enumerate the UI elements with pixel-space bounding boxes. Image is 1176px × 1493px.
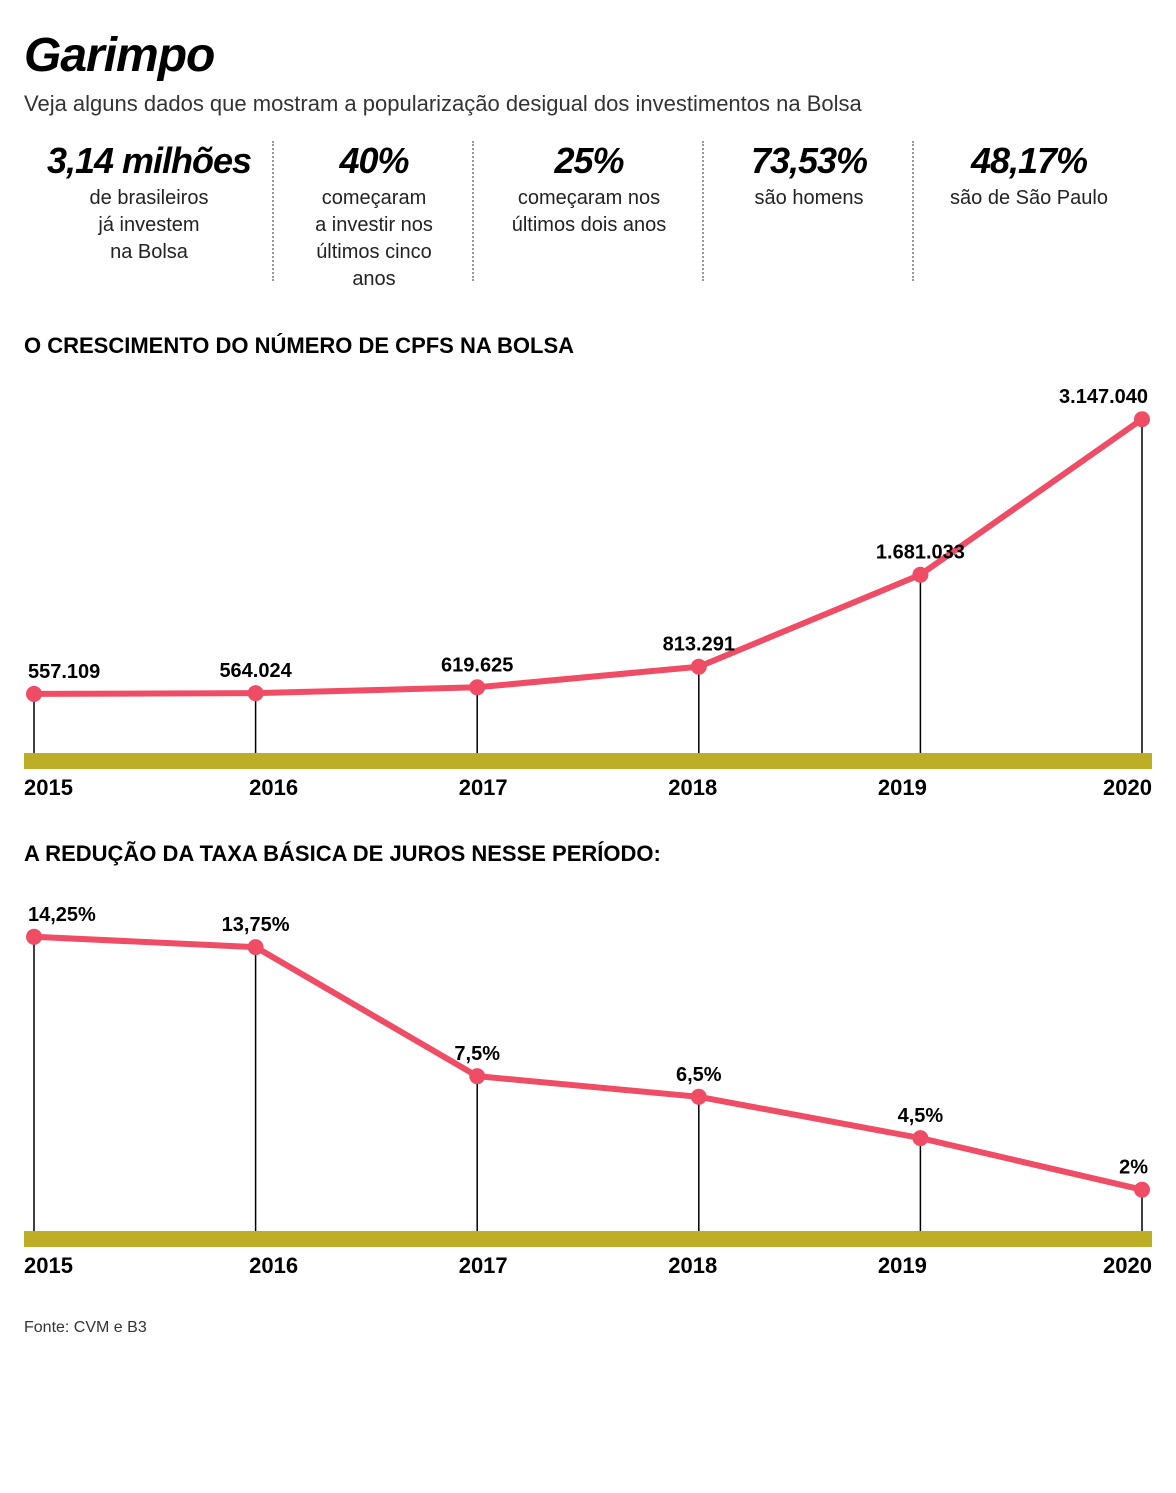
x-axis-label: 2019 (862, 775, 942, 801)
chart1-svg: 557.109 564.024 619.625 813.291 1.681.033 3.1… (24, 369, 1152, 769)
svg-text:3.147.040: 3.147.040 (1059, 386, 1148, 408)
chart2-xaxis: 2015 2016 2017 2018 2019 2020 (24, 1247, 1152, 1279)
stats-row: 3,14 milhõesde brasileirosjá investemna … (24, 141, 1152, 293)
svg-text:557.109: 557.109 (28, 661, 100, 683)
svg-text:564.024: 564.024 (219, 660, 292, 682)
stat-number: 40% (290, 141, 458, 181)
stat-item: 40%começarama investir nosúltimos cincoa… (274, 141, 474, 293)
x-axis-label: 2020 (1072, 775, 1152, 801)
svg-text:4,5%: 4,5% (898, 1105, 944, 1127)
stat-number: 73,53% (720, 141, 898, 181)
x-axis-label: 2018 (653, 775, 733, 801)
stat-description: são de São Paulo (930, 185, 1128, 212)
x-axis-label: 2015 (24, 1253, 104, 1279)
x-axis-label: 2018 (653, 1253, 733, 1279)
svg-text:13,75%: 13,75% (222, 914, 290, 936)
stat-item: 48,17% são de São Paulo (914, 141, 1144, 293)
stat-description: de brasileirosjá investemna Bolsa (40, 185, 258, 266)
x-axis-label: 2016 (234, 775, 314, 801)
stat-description: começarama investir nosúltimos cincoanos (290, 185, 458, 293)
chart2-title: A REDUÇÃO DA TAXA BÁSICA DE JUROS NESSE … (24, 841, 1152, 867)
chart2-svg: 14,25% 13,75% 7,5% 6,5% 4,5% 2% (24, 877, 1152, 1247)
stat-number: 48,17% (930, 141, 1128, 181)
svg-text:7,5%: 7,5% (454, 1043, 500, 1065)
stat-item: 73,53% são homens (704, 141, 914, 293)
svg-text:1.681.033: 1.681.033 (876, 541, 965, 563)
stat-number: 25% (490, 141, 688, 181)
x-axis-label: 2019 (862, 1253, 942, 1279)
chart1-title: O CRESCIMENTO DO NÚMERO DE CPFS NA BOLSA (24, 333, 1152, 359)
chart2-wrap: 14,25%13,75%7,5%6,5%4,5%2% 2015201620172… (24, 877, 1152, 1279)
chart1-xaxis: 2015 2016 2017 2018 2019 2020 (24, 769, 1152, 801)
page-subtitle: Veja alguns dados que mostram a populari… (24, 91, 1152, 117)
page-title: Garimpo (24, 28, 1152, 83)
x-axis-label: 2015 (24, 775, 104, 801)
stat-item: 25%começaram nosúltimos dois anos (474, 141, 704, 293)
stat-description: são homens (720, 185, 898, 212)
chart1-wrap: 557.109 564.024 619.625 813.291 1.681.033 3.1… (24, 369, 1152, 801)
stat-item: 3,14 milhõesde brasileirosjá investemna … (24, 141, 274, 293)
source-text: Fonte: CVM e B3 (24, 1319, 1152, 1337)
x-axis-label: 2017 (443, 775, 523, 801)
svg-text:2%: 2% (1119, 1156, 1148, 1178)
x-axis-label: 2020 (1072, 1253, 1152, 1279)
stat-description: começaram nosúltimos dois anos (490, 185, 688, 239)
svg-text:14,25%: 14,25% (28, 903, 96, 925)
svg-text:619.625: 619.625 (441, 654, 513, 676)
svg-text:813.291: 813.291 (663, 633, 735, 655)
svg-text:6,5%: 6,5% (676, 1063, 722, 1085)
x-axis-label: 2017 (443, 1253, 523, 1279)
x-axis-label: 2016 (234, 1253, 314, 1279)
stat-number: 3,14 milhões (40, 141, 258, 181)
